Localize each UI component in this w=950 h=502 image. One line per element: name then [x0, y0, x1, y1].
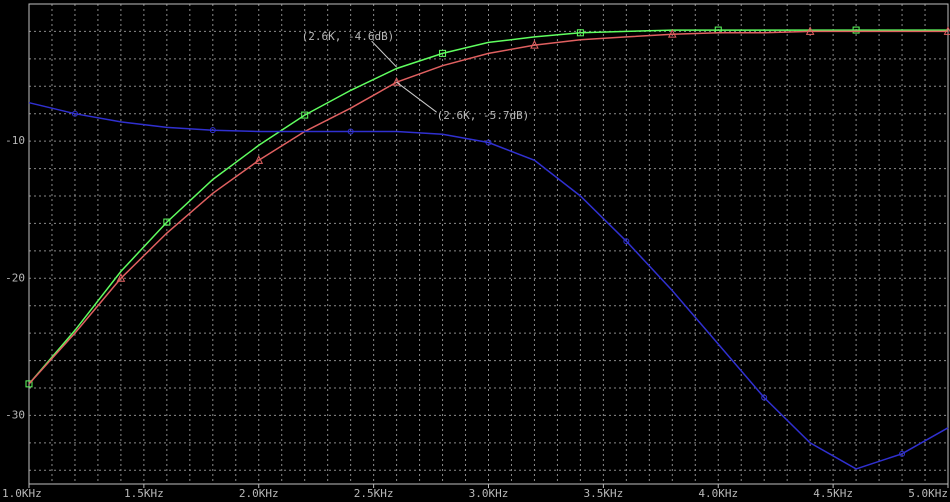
x-tick-label: 1.0KHz — [2, 487, 42, 500]
y-tick-label: -20 — [5, 271, 25, 284]
x-tick-label: 3.5KHz — [584, 487, 624, 500]
marker — [667, 29, 677, 38]
x-tick-label: 2.5KHz — [354, 487, 394, 500]
marker — [209, 127, 216, 134]
annotation-leader — [396, 81, 437, 113]
marker — [116, 273, 126, 282]
marker — [254, 155, 264, 164]
marker — [347, 128, 354, 135]
marker — [761, 394, 768, 401]
marker — [392, 77, 401, 86]
y-tick-label: -10 — [5, 134, 25, 147]
marker — [623, 238, 630, 245]
x-tick-label: 4.0KHz — [698, 487, 738, 500]
x-tick-label: 1.5KHz — [124, 487, 164, 500]
marker — [576, 29, 584, 37]
series-line — [28, 30, 948, 385]
marker — [163, 218, 171, 226]
marker — [439, 49, 447, 57]
marker — [805, 26, 815, 35]
x-tick-label: 5.0KHz — [908, 487, 948, 500]
annotation-leader — [371, 40, 397, 68]
x-tick-label: 3.0KHz — [469, 487, 509, 500]
annotation: (2.6K, -5.7dB) — [437, 109, 530, 122]
marker — [899, 450, 906, 457]
series-line — [28, 29, 948, 385]
plot-frame — [28, 3, 949, 485]
y-tick-label: -30 — [5, 408, 25, 421]
marker — [25, 380, 33, 388]
series-line — [28, 101, 949, 470]
marker — [301, 111, 309, 119]
x-tick-label: 4.5KHz — [813, 487, 853, 500]
annotation: (2.6K, -4.6dB) — [302, 30, 395, 43]
marker — [71, 110, 78, 117]
marker — [485, 139, 492, 146]
marker — [852, 26, 860, 34]
x-tick-label: 2.0KHz — [239, 487, 279, 500]
marker — [530, 40, 539, 49]
